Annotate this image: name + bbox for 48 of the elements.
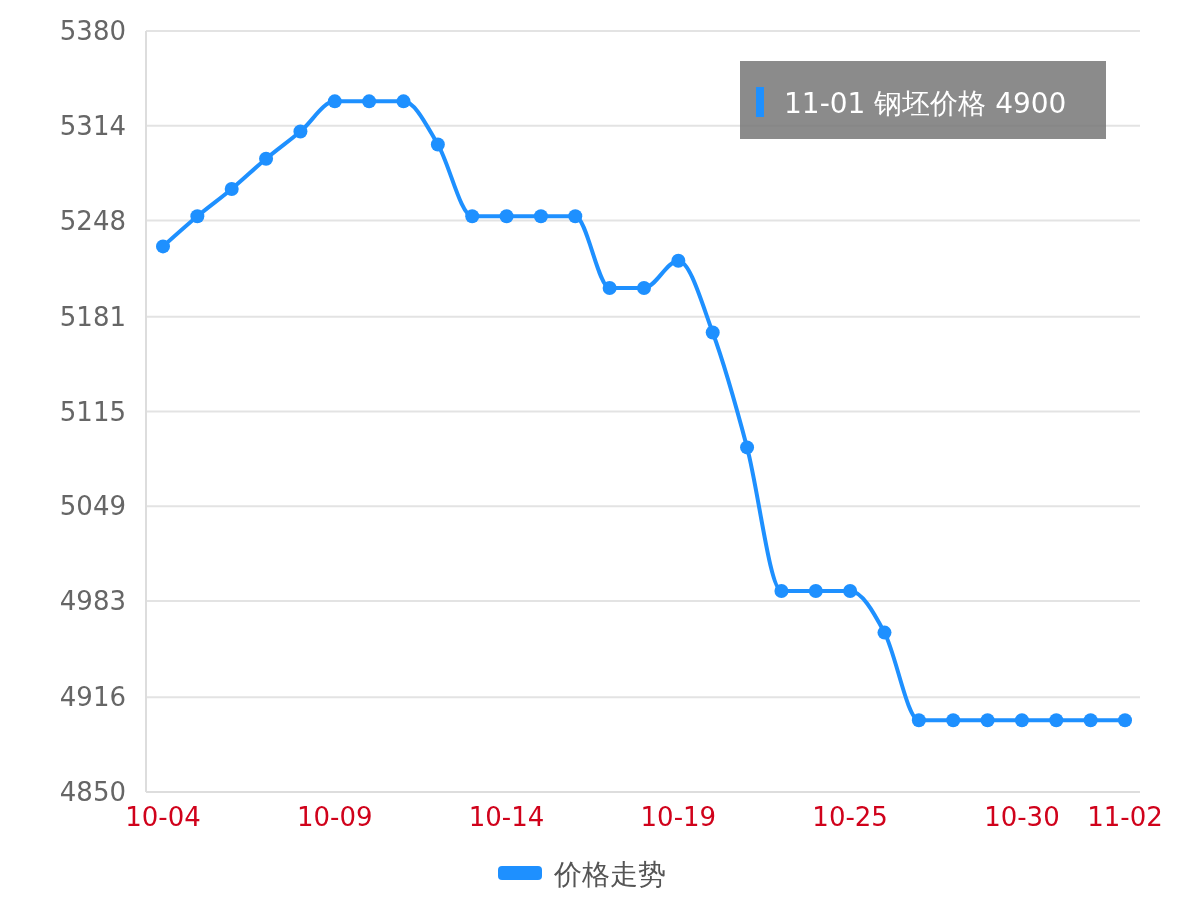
x-tick-label: 10-09 (297, 802, 373, 832)
x-tick-label: 10-04 (125, 802, 201, 832)
point (877, 625, 892, 640)
y-tick-label: 4916 (59, 682, 126, 713)
tooltip-box: 11-01 钢坯价格 4900 (740, 61, 1106, 139)
legend-label: 价格走势 (553, 857, 666, 891)
y-tick-label: 5380 (59, 16, 126, 47)
point (843, 583, 858, 598)
point (671, 253, 686, 268)
point (362, 94, 377, 109)
x-tick-label: 10-19 (640, 802, 717, 832)
point (499, 209, 514, 224)
x-tick-label: 10-14 (468, 802, 545, 832)
point (190, 209, 205, 224)
point (774, 583, 789, 598)
point (293, 124, 308, 139)
y-tick-label: 5115 (59, 396, 126, 427)
point (808, 583, 823, 598)
y-tick-label: 5314 (59, 110, 126, 141)
point (946, 713, 961, 728)
y-tick-label: 4983 (59, 586, 126, 617)
point (1049, 713, 1064, 728)
point (156, 239, 170, 254)
point (980, 713, 995, 728)
annotation: 11-01 钢坯价格 4900 (784, 86, 1067, 120)
point (1083, 713, 1098, 728)
point (637, 281, 651, 296)
point (327, 94, 342, 109)
x-tick-label: 11-02 (1087, 802, 1163, 832)
point (224, 181, 239, 196)
point (396, 94, 411, 109)
y-tick-label: 5049 (59, 491, 126, 522)
y-tick-label: 5248 (59, 205, 126, 236)
point (911, 713, 926, 728)
point (465, 209, 480, 224)
point (259, 151, 274, 166)
y-tick-label: 5181 (59, 301, 126, 332)
point (1118, 713, 1132, 728)
x-tick-label: 10-30 (984, 802, 1060, 832)
point (705, 325, 720, 340)
y-tick-label: 4850 (59, 777, 126, 808)
point (430, 137, 445, 152)
point (568, 209, 583, 224)
point (740, 440, 755, 455)
point (1014, 713, 1029, 728)
point (602, 281, 617, 296)
point (533, 209, 548, 224)
x-tick-label: 10-25 (812, 802, 888, 832)
